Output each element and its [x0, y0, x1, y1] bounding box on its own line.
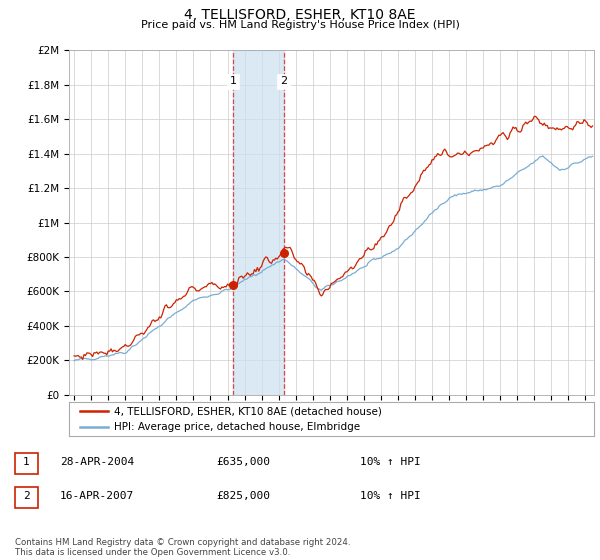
- Text: 16-APR-2007: 16-APR-2007: [60, 491, 134, 501]
- Text: 4, TELLISFORD, ESHER, KT10 8AE (detached house): 4, TELLISFORD, ESHER, KT10 8AE (detached…: [113, 406, 382, 416]
- Text: Price paid vs. HM Land Registry's House Price Index (HPI): Price paid vs. HM Land Registry's House …: [140, 20, 460, 30]
- Text: 10% ↑ HPI: 10% ↑ HPI: [360, 491, 421, 501]
- Text: HPI: Average price, detached house, Elmbridge: HPI: Average price, detached house, Elmb…: [113, 422, 360, 432]
- Text: 28-APR-2004: 28-APR-2004: [60, 457, 134, 467]
- Text: £825,000: £825,000: [216, 491, 270, 501]
- Text: 4, TELLISFORD, ESHER, KT10 8AE: 4, TELLISFORD, ESHER, KT10 8AE: [184, 8, 416, 22]
- Text: £635,000: £635,000: [216, 457, 270, 467]
- Text: 10% ↑ HPI: 10% ↑ HPI: [360, 457, 421, 467]
- Text: 2: 2: [280, 76, 287, 86]
- Text: 1: 1: [23, 457, 30, 467]
- Bar: [233, 50, 284, 395]
- Text: Contains HM Land Registry data © Crown copyright and database right 2024.
This d: Contains HM Land Registry data © Crown c…: [15, 538, 350, 557]
- Text: 2: 2: [23, 491, 30, 501]
- Text: 1: 1: [229, 76, 236, 86]
